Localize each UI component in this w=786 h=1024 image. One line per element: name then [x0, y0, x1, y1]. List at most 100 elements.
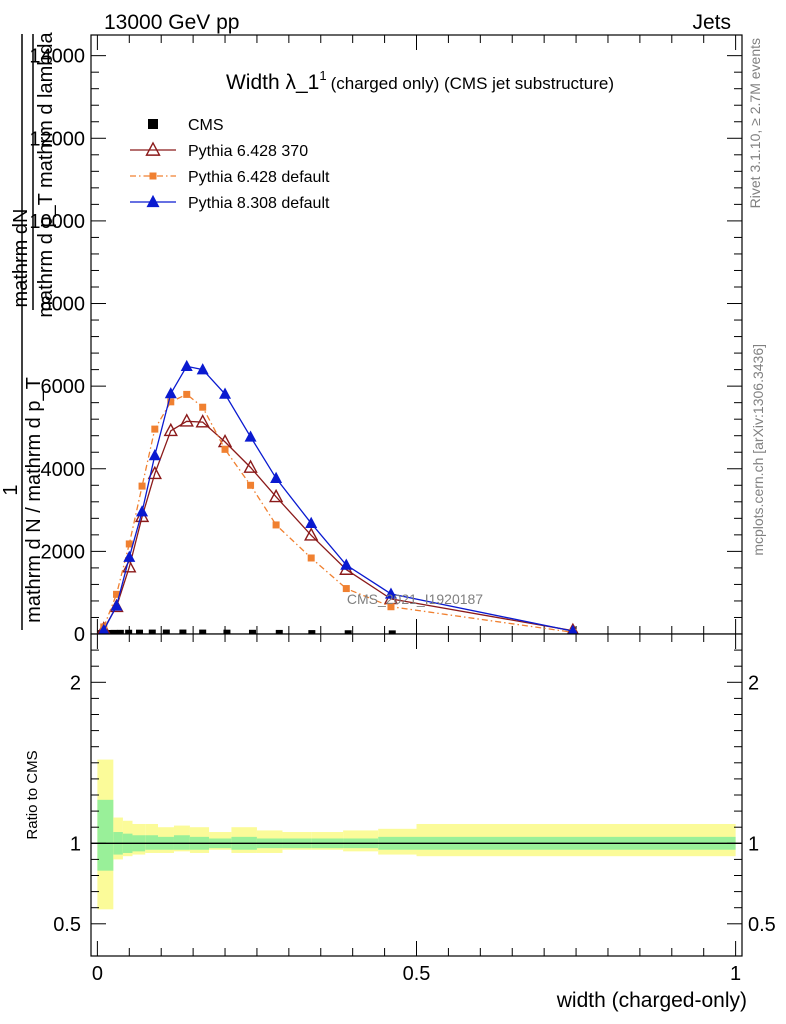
- data-point: [199, 403, 207, 411]
- main-y-tick-label: 6000: [41, 376, 86, 398]
- ratio-y-tick-label-right: 0.5: [748, 914, 776, 936]
- data-point: [243, 459, 258, 473]
- ratio-stat-uncertainty-band: [97, 799, 114, 871]
- mcplots-credit-label: mcplots.cern.ch [arXiv:1306.3436]: [750, 344, 766, 556]
- chart-title-main: Width λ_1: [226, 71, 319, 94]
- data-point: [195, 414, 210, 428]
- ratio-y-axis-label: Ratio to CMS: [24, 750, 41, 839]
- x-axis-label: width (charged-only): [556, 989, 747, 1012]
- ratio-y-tick-label: 0.5: [53, 914, 81, 936]
- ratio-axes: 0.5 0.5 1 1 2 2 0 0.5 1: [53, 634, 776, 985]
- data-point: [147, 465, 162, 480]
- x-tick-label: 0.5: [403, 963, 431, 985]
- main-series-layer: [96, 359, 581, 638]
- header-left-label: 13000 GeV pp: [104, 11, 239, 34]
- main-plot-panel: 0 2000 4000 6000 8000 10000 12000 14000 CMS_202…: [0, 31, 743, 646]
- ratio-y-tick-label: 2: [70, 672, 81, 694]
- data-point: [268, 488, 284, 503]
- legend-marker: [145, 141, 161, 156]
- data-point: [180, 359, 193, 372]
- data-point: [148, 449, 161, 461]
- series-3: [97, 359, 579, 636]
- data-point: [307, 554, 315, 562]
- chart-title: Width λ_11 (charged only) (CMS jet substr…: [226, 68, 614, 94]
- y-label-line2: mathrm d p_T mathrm d lambda: [35, 31, 57, 317]
- data-point: [566, 624, 579, 636]
- data-point: [219, 387, 232, 399]
- data-point: [110, 629, 118, 637]
- data-point: [196, 363, 209, 375]
- data-point: [305, 516, 318, 528]
- legend-marker: [146, 194, 160, 208]
- main-y-tick-label: 4000: [41, 459, 86, 481]
- data-point: [138, 482, 146, 490]
- main-plot-frame: [90, 34, 743, 635]
- data-point: [97, 623, 110, 635]
- y-label-line1: mathrm dN: [10, 209, 32, 308]
- legend-label: Pythia 6.428 default: [188, 169, 330, 186]
- data-point: [148, 629, 156, 637]
- legend-label: CMS: [188, 117, 224, 134]
- main-y-tick-label: 8000: [41, 294, 86, 316]
- data-point: [199, 629, 207, 637]
- main-y-tick-label: 12000: [29, 128, 85, 150]
- data-point: [125, 540, 133, 548]
- data-point: [183, 390, 191, 398]
- legend-marker: [148, 119, 158, 129]
- data-point: [125, 629, 133, 637]
- main-y-axis: 0 2000 4000 6000 8000 10000 12000 14000: [29, 35, 742, 646]
- y-label-line3: 1: [0, 484, 22, 495]
- data-point: [244, 430, 257, 442]
- data-point: [247, 481, 255, 489]
- y-label-line4: mathrm d N / mathrm d p_T: [23, 377, 45, 623]
- chart-title-superscript: 1: [319, 68, 326, 83]
- ratio-y-tick-label-right: 2: [748, 672, 759, 694]
- data-point: [384, 587, 397, 599]
- data-point: [113, 590, 121, 598]
- data-point: [163, 422, 178, 437]
- data-point: [342, 585, 350, 593]
- data-point: [167, 398, 175, 406]
- ratio-stat-uncertainty-band: [145, 835, 159, 850]
- legend-marker: [149, 172, 157, 180]
- data-point: [387, 603, 395, 611]
- main-y-tick-label: 14000: [29, 46, 85, 68]
- legend-label: Pythia 6.428 370: [188, 143, 308, 160]
- rivet-version-label: Rivet 3.1.10, ≥ 2.7M events: [747, 38, 763, 208]
- data-point: [272, 521, 280, 529]
- data-point: [304, 527, 319, 541]
- data-point: [179, 629, 187, 637]
- data-point: [136, 505, 149, 517]
- ratio-y-tick-label-right: 1: [748, 833, 759, 855]
- data-point: [162, 629, 170, 637]
- data-point: [221, 445, 229, 453]
- analysis-watermark: CMS_2021_I1920187: [347, 591, 483, 607]
- data-point: [136, 629, 144, 637]
- main-y-tick-label: 0: [74, 624, 85, 646]
- data-point: [151, 425, 159, 433]
- x-tick-label: 0: [92, 963, 103, 985]
- data-point: [270, 471, 283, 483]
- data-point: [110, 599, 123, 611]
- data-point: [340, 558, 353, 570]
- main-y-tick-label: 2000: [41, 541, 86, 563]
- data-point: [116, 629, 124, 637]
- ratio-stat-uncertainty-band: [173, 835, 190, 850]
- data-point: [123, 550, 136, 562]
- ratio-plot-panel: 0.5 0.5 1 1 2 2 0 0.5 1 Ratio to CMS: [24, 633, 776, 985]
- chart-subtitle: (charged only) (CMS jet substructure): [331, 74, 614, 93]
- legend: CMS Pythia 6.428 370 Pythia 6.428 default P…: [130, 117, 330, 212]
- main-y-axis-label: mathrm dN mathrm d p_T mathrm d lambda 1…: [0, 31, 57, 630]
- ratio-plot-frame: [90, 633, 743, 957]
- ratio-y-tick-label: 1: [70, 833, 81, 855]
- header-right-label: Jets: [692, 11, 731, 34]
- data-point: [179, 413, 194, 427]
- data-point: [164, 387, 177, 399]
- data-point: [223, 629, 231, 637]
- data-point: [248, 629, 256, 637]
- x-tick-label: 1: [730, 963, 741, 985]
- series-line: [103, 420, 574, 632]
- main-y-tick-label: 10000: [29, 211, 85, 233]
- legend-label: Pythia 8.308 default: [188, 195, 330, 212]
